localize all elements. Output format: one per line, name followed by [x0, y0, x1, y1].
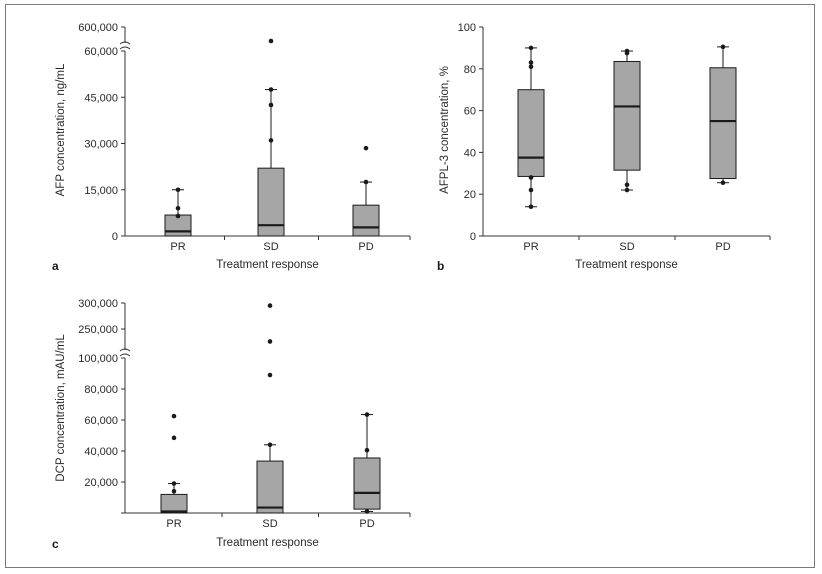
panel-c-axis-break-mark [119, 348, 131, 352]
panel-a-y-tick-label: 600,000 [78, 22, 118, 34]
panel-c-y-tick-label: 250,000 [78, 324, 118, 336]
panel-c-y-axis-title: DCP concentration, mAU/mL [55, 334, 67, 482]
panel-c-point-pr [171, 481, 177, 486]
panel-a-y-tick-label: 30,000 [84, 139, 118, 151]
panel-a-x-tick-label-sd: SD [263, 241, 278, 253]
panel-b-box-pr [517, 89, 545, 177]
panel-b-letter: b [437, 259, 444, 273]
panel-a-y-tick-label: 45,000 [84, 92, 118, 104]
panel-c-point-sd [267, 442, 273, 448]
panel-a-point-sd [268, 38, 274, 44]
panel-b-point-pd [720, 44, 726, 50]
panel-c-y-tick-label: 300,000 [78, 298, 118, 310]
panel-a-letter: a [52, 259, 59, 273]
panel-a-axis-break-mark [119, 46, 131, 50]
panel-c-point-sd [267, 339, 273, 344]
panel-a-box-pd [352, 204, 380, 237]
panel-b-point-sd [624, 187, 630, 193]
panel-c-point-pd [364, 447, 370, 453]
panel-b-y-tick-label: 100 [458, 22, 476, 34]
panel-a-y-tick-label: 60,000 [84, 46, 118, 58]
panel-a-point-sd [268, 138, 274, 143]
panel-b-x-tick-label-pd: PD [715, 241, 730, 253]
panel-a-x-tick-label-pd: PD [358, 241, 373, 253]
panel-c-axis-break-mark [119, 353, 131, 357]
panel-c-box-pd [353, 457, 381, 510]
panel-b-y-tick-label: 40 [464, 147, 476, 159]
panel-b-point-pr [528, 204, 534, 210]
panel-a-point-pr [175, 187, 181, 193]
panel-a-x-axis-title: Treatment response [216, 259, 318, 271]
panel-b-y-tick-label: 20 [464, 189, 476, 201]
panel-c-group [119, 302, 411, 517]
panel-c-box-pr [160, 493, 188, 514]
panel-a-y-tick-label: 0 [112, 231, 118, 243]
panel-a-group [119, 26, 411, 240]
panel-b-point-pr [528, 187, 534, 193]
panel-c-letter: c [52, 537, 59, 551]
panel-a-point-pr [175, 213, 181, 219]
panel-c-y-tick-label: 100,000 [78, 353, 118, 365]
panel-c-point-pr [171, 489, 177, 494]
panel-b-group [479, 26, 771, 240]
panel-b-box-pd [709, 67, 737, 180]
panel-c-point-pr [171, 435, 177, 441]
panel-c-x-tick-label-pr: PR [166, 518, 181, 530]
panel-c-point-sd [267, 303, 273, 308]
panel-b-box-sd [613, 60, 641, 171]
panel-b-x-tick-label-pr: PR [523, 241, 538, 253]
panel-b-point-pr [528, 64, 534, 70]
panel-c-y-tick-label: 40,000 [84, 446, 118, 458]
panel-c-point-pd [364, 509, 370, 514]
panel-a-point-pd [363, 145, 369, 151]
panel-a-point-sd [268, 102, 274, 108]
panel-a-y-tick-label: 15,000 [84, 185, 118, 197]
panel-b-point-sd [624, 182, 630, 188]
panel-b-y-axis-title: AFPL-3 concentration, % [439, 66, 451, 194]
panel-a-point-pr [175, 205, 181, 211]
panel-b-y-tick-label: 60 [464, 106, 476, 118]
panel-c-point-pr [171, 413, 177, 419]
panel-a-point-sd [268, 87, 274, 92]
panel-c-x-axis-title: Treatment response [216, 537, 318, 549]
panel-b-point-pr [528, 175, 534, 180]
panel-c-point-sd [267, 372, 273, 378]
panel-b-x-tick-label-sd: SD [619, 241, 634, 253]
panel-a-axis-break-mark [119, 41, 131, 45]
panel-c-y-tick-label: 80,000 [84, 384, 118, 396]
panel-b-point-pr [528, 45, 534, 51]
panel-b-point-pr [528, 60, 534, 65]
panel-c-point-pd [364, 412, 370, 417]
panel-c-y-tick-label: 20,000 [84, 477, 118, 489]
panel-b-point-pd [720, 180, 726, 186]
panel-a-x-tick-label-pr: PR [170, 241, 185, 253]
panel-c-y-tick-label: 60,000 [84, 415, 118, 427]
panel-b-point-sd [624, 50, 630, 56]
panel-c-x-tick-label-pd: PD [359, 518, 374, 530]
panel-c-box-sd [256, 460, 284, 514]
figure-frame [5, 4, 815, 568]
panel-a-point-pd [363, 179, 369, 185]
panel-b-x-axis-title: Treatment response [575, 259, 677, 271]
panel-c-x-tick-label-sd: SD [262, 518, 277, 530]
panel-b-y-tick-label: 0 [470, 231, 476, 243]
panel-b-y-tick-label: 80 [464, 64, 476, 76]
panel-a-y-axis-title: AFP concentration, ng/mL [55, 63, 67, 196]
